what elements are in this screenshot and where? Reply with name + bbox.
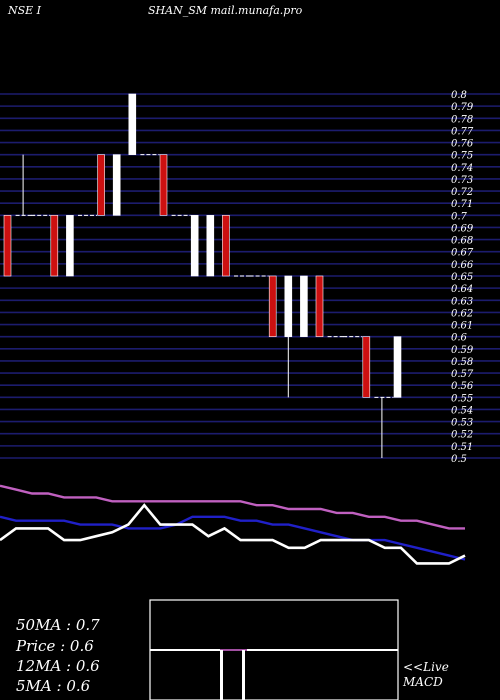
y-tick-label: 0.53 [451,418,473,429]
y-tick-label: 0.58 [451,357,473,368]
y-tick-label: 0.69 [451,223,474,234]
price-readout: Price : 0.6 [15,637,94,655]
y-tick-label: 0.79 [451,102,474,113]
candle-body [315,275,324,337]
y-tick-label: 0.59 [451,345,474,356]
candle-body [97,154,105,216]
macd-live-label: <<Live [403,660,449,674]
y-tick-label: 0.51 [451,442,473,453]
y-tick-label: 0.67 [451,248,474,259]
candle-body [268,275,277,337]
y-tick-label: 0.76 [451,139,474,150]
y-tick-label: 0.63 [451,296,473,307]
candle-body [393,336,402,398]
y-tick-label: 0.54 [451,405,473,416]
y-tick-label: 0.75 [451,151,473,162]
y-tick-label: 0.77 [451,126,474,137]
y-tick-label: 0.74 [451,163,473,174]
y-tick-label: 0.61 [451,321,473,332]
macd-panel: <<Live MACD [149,599,449,700]
candle-body [3,215,12,277]
y-tick-label: 0.78 [451,114,473,125]
candle-body [222,215,230,277]
y-tick-label: 0.5 [451,454,467,465]
candle-body [112,154,121,216]
candle-body [50,215,59,277]
ma5-readout: 5MA : 0.6 [16,677,91,695]
moving-average-panel [0,484,466,565]
candle-body [362,336,371,398]
y-tick-label: 0.7 [451,211,468,222]
candle-body [159,154,168,216]
y-tick-label: 0.56 [451,381,474,392]
candlesticks [3,93,402,458]
y-tick-label: 0.65 [451,272,473,283]
candle-body [300,275,308,337]
y-tick-label: 0.62 [451,308,473,319]
y-tick-label: 0.52 [451,430,473,441]
y-tick-label: 0.55 [451,393,473,404]
macd-label: MACD [402,675,443,689]
candle-body [66,215,74,277]
ma-line-5ma [0,503,466,565]
y-tick-label: 0.57 [451,369,474,380]
candle-body [206,215,215,277]
ma12-readout: 12MA : 0.6 [16,657,100,675]
y-tick-label: 0.73 [451,175,473,186]
ma50-readout: 50MA : 0.7 [16,616,100,634]
y-tick-label: 0.71 [451,199,473,210]
y-tick-label: 0.6 [451,333,468,344]
candle-body [128,93,137,155]
chart-header-title: SHAN_SM mail.munafa.pro [148,4,303,17]
ma-line-50ma [0,484,465,530]
y-tick-label: 0.72 [451,187,473,198]
candle-body [284,275,293,337]
y-tick-label: 0.8 [451,90,467,101]
stats-panel: 50MA : 0.7 Price : 0.6 12MA : 0.6 5MA : … [15,616,100,695]
y-tick-label: 0.64 [451,284,473,295]
macd-bar [242,650,245,700]
y-tick-label: 0.68 [451,236,473,247]
candle-body [190,215,199,277]
ma-line-12ma [0,515,466,561]
macd-bar [220,650,223,700]
exchange-label: NSE I [7,4,42,17]
price-grid [0,93,500,459]
y-tick-label: 0.66 [451,260,474,271]
y-axis-ticks: 0.80.790.780.770.760.750.740.730.720.710… [451,90,474,465]
